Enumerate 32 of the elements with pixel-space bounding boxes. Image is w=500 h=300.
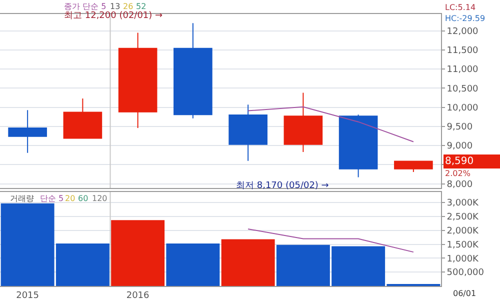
y-tick-label: 3,000K bbox=[446, 198, 480, 209]
y-tick-label: 9,500 bbox=[446, 122, 473, 133]
text: 종가 단순 5 bbox=[64, 2, 106, 11]
y-tick-label: 9,000 bbox=[446, 142, 473, 152]
y-tick-label: 8,000 bbox=[446, 180, 473, 190]
y-tick-label: 1,500K bbox=[446, 240, 480, 250]
y-tick-label: 2,000K bbox=[446, 226, 480, 237]
x-tick-label: 2016 bbox=[126, 290, 150, 300]
x-tick-label: 2015 bbox=[16, 290, 40, 300]
y-tick-label: 2,500K bbox=[446, 212, 480, 223]
text: 26 bbox=[123, 2, 134, 11]
annotation: 최저 8,170 (05/02) → bbox=[236, 181, 330, 191]
y-tick-label: 500,000 bbox=[446, 268, 484, 278]
y-tick-label: 11,500 bbox=[446, 46, 479, 56]
annotation: 60 bbox=[78, 194, 88, 203]
y-tick-label: 11,000 bbox=[446, 65, 479, 76]
text: 06/01 bbox=[453, 289, 476, 298]
text: 13 bbox=[110, 2, 120, 11]
y-tick-label: 1,000K bbox=[446, 254, 480, 264]
y-tick-label: 10,000 bbox=[446, 103, 479, 114]
text: 52 bbox=[136, 2, 146, 11]
annotation: 20 bbox=[65, 194, 76, 203]
annotation: 단순 5 bbox=[40, 194, 64, 203]
text: 2.02% bbox=[445, 169, 471, 178]
text: HC:-29.59 bbox=[445, 14, 486, 23]
annotation: 최고 12,200 (02/01) → bbox=[64, 11, 164, 21]
y-tick-label: 12,000 bbox=[446, 26, 479, 37]
text: LC:5.14 bbox=[445, 3, 476, 12]
annotation: 거래량 bbox=[10, 194, 34, 203]
annotation: 120 bbox=[92, 194, 108, 203]
text: 8,590 bbox=[445, 156, 474, 167]
y-tick-label: 10,500 bbox=[446, 84, 479, 94]
